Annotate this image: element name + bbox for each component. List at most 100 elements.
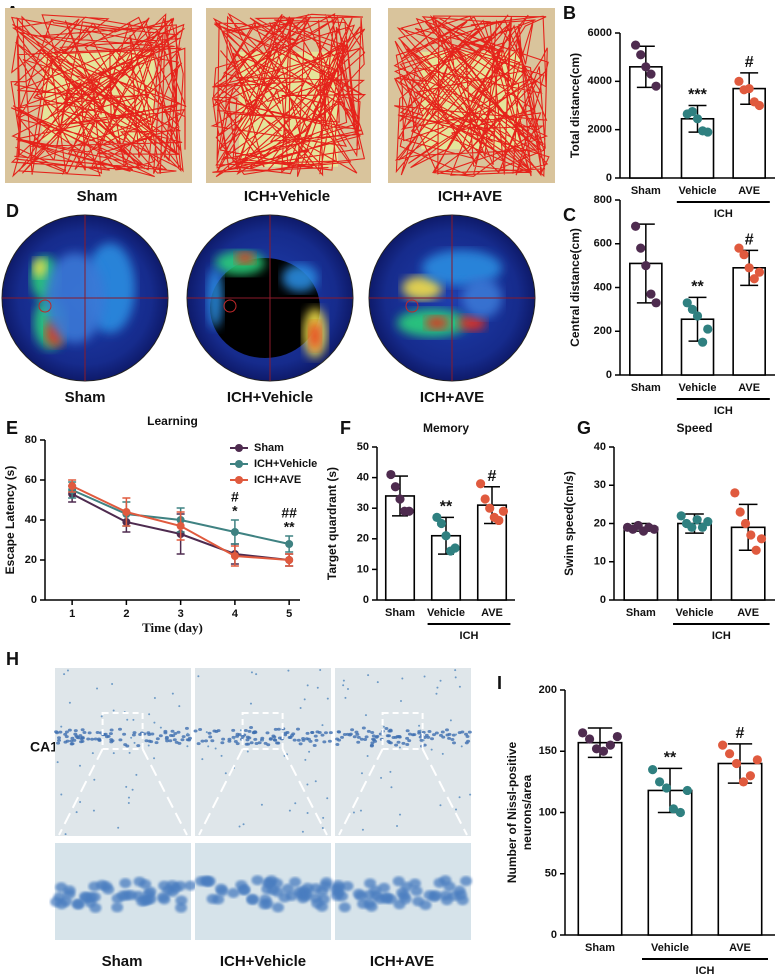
- cell: [128, 751, 131, 754]
- cell: [328, 731, 333, 735]
- neuron: [341, 881, 354, 892]
- cell: [170, 729, 175, 733]
- x-tick-label: AVE: [737, 607, 759, 619]
- cell: [359, 737, 364, 741]
- bar: [717, 762, 763, 936]
- cell: [242, 823, 245, 826]
- cell: [315, 730, 320, 734]
- cell: [95, 730, 100, 734]
- neuron: [184, 880, 197, 891]
- y-tick-label: 0: [551, 929, 557, 941]
- y-tick-label: 20: [25, 554, 37, 566]
- group-label: ICH: [712, 630, 731, 642]
- cell: [75, 811, 78, 814]
- cell: [431, 733, 436, 737]
- cell: [447, 736, 452, 740]
- cell: [350, 728, 355, 732]
- y-tick-label: 6000: [588, 27, 612, 39]
- cell: [93, 778, 96, 781]
- cell: [60, 793, 63, 796]
- cell: [273, 727, 278, 731]
- y-tick-label: 800: [594, 194, 612, 206]
- cell: [268, 737, 273, 741]
- x-tick-label: Sham: [585, 942, 615, 954]
- x-tick-label: AVE: [738, 185, 760, 197]
- cell: [80, 735, 85, 739]
- cell: [370, 730, 375, 734]
- cell: [198, 728, 203, 732]
- cell: [233, 737, 236, 740]
- data-point: [498, 506, 509, 516]
- cell: [407, 739, 412, 743]
- cell: [371, 734, 376, 738]
- marker: [230, 528, 239, 536]
- y-tick-label: 40: [357, 472, 369, 484]
- data-point: [668, 804, 679, 814]
- cell: [388, 729, 393, 733]
- cell: [319, 669, 322, 672]
- cell: [352, 735, 357, 739]
- cell: [69, 739, 74, 743]
- panel-letter: G: [577, 418, 591, 438]
- cell: [398, 746, 401, 749]
- data-point: [703, 516, 713, 527]
- cell: [180, 738, 185, 742]
- neuron: [456, 895, 469, 906]
- data-point: [756, 534, 767, 544]
- cell: [244, 742, 249, 746]
- zoom-line: [58, 748, 104, 836]
- neuron: [319, 880, 332, 891]
- image-label: Sham: [65, 389, 106, 406]
- neuron: [175, 902, 188, 913]
- cell: [246, 750, 249, 753]
- cell: [159, 726, 162, 729]
- cell: [429, 737, 434, 741]
- data-point: [436, 518, 447, 529]
- cell: [254, 741, 259, 745]
- data-point: [648, 765, 658, 775]
- data-point: [734, 76, 744, 86]
- track-images: [5, 8, 555, 183]
- data-point: [692, 311, 703, 321]
- cell: [305, 731, 310, 735]
- data-point: [754, 267, 765, 277]
- cell: [426, 735, 431, 739]
- cell: [366, 729, 371, 733]
- cell: [447, 732, 452, 736]
- cell: [164, 737, 169, 741]
- cell: [249, 702, 252, 705]
- cell: [169, 733, 174, 737]
- blob: [309, 322, 321, 350]
- data-point: [630, 40, 641, 50]
- neuron: [237, 885, 250, 896]
- marker: [176, 522, 185, 530]
- cell: [86, 737, 91, 741]
- cell: [299, 707, 302, 710]
- cell: [82, 731, 87, 735]
- cell: [399, 699, 402, 702]
- cell: [57, 736, 62, 740]
- cell: [288, 809, 291, 812]
- histology-top: [195, 668, 331, 836]
- cell: [173, 731, 178, 735]
- data-point: [636, 50, 646, 60]
- marker: [285, 540, 294, 548]
- cell: [321, 827, 324, 830]
- cell: [306, 737, 311, 741]
- cell: [250, 671, 253, 674]
- chart-title: Speed: [676, 421, 712, 435]
- cell: [117, 826, 120, 829]
- cell: [394, 743, 399, 747]
- cell: [422, 743, 427, 747]
- y-tick-label: 50: [357, 441, 369, 453]
- cell: [396, 740, 401, 744]
- data-point: [703, 127, 713, 137]
- y-tick-label: 20: [357, 533, 369, 545]
- cell: [249, 741, 254, 745]
- cell: [153, 721, 156, 724]
- cell: [57, 738, 62, 742]
- data-point: [386, 469, 396, 480]
- cell: [64, 735, 69, 739]
- cell: [97, 738, 102, 742]
- cell: [407, 732, 412, 736]
